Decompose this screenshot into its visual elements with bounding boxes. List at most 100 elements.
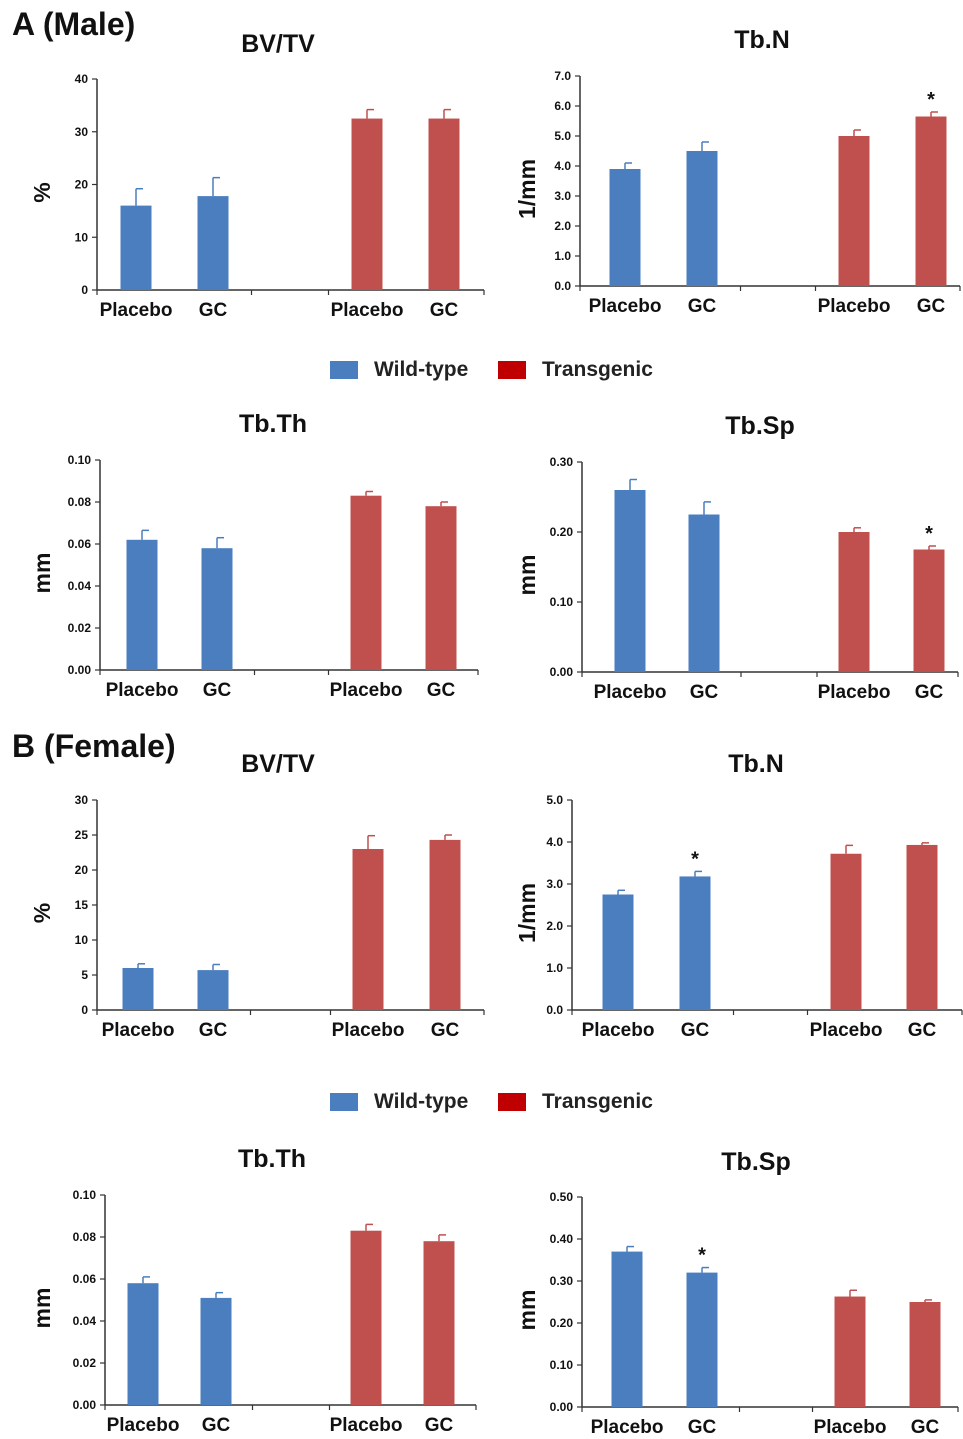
bar (120, 205, 152, 290)
y-tick-label: 0.00 (550, 1400, 574, 1414)
x-category-label: Placebo (102, 1020, 175, 1041)
bar (906, 844, 938, 1010)
x-category-label: GC (917, 296, 946, 317)
y-tick-label: 2.0 (546, 919, 563, 933)
legend-entry-transgenic: Transgenic (498, 1090, 653, 1114)
bar (915, 116, 947, 286)
section-label-female: B (Female) (12, 728, 176, 764)
x-category-label: Placebo (106, 680, 179, 701)
y-tick-label: 0.10 (73, 1188, 97, 1202)
x-category-label: GC (688, 1417, 717, 1438)
x-category-label: GC (690, 682, 719, 703)
y-tick-label: 0 (81, 1003, 88, 1017)
x-category-label: Placebo (332, 1020, 405, 1041)
y-tick-label: 0.20 (550, 525, 574, 539)
y-tick-label: 3.0 (546, 877, 563, 891)
y-tick-label: 0.08 (68, 495, 92, 509)
x-category-label: Placebo (818, 296, 891, 317)
bar (909, 1302, 941, 1407)
legend-swatch-wild-type (330, 1093, 358, 1111)
bar (127, 1283, 159, 1405)
y-tick-label: 10 (75, 933, 89, 947)
y-tick-label: 40 (75, 72, 89, 86)
legend-female: Wild-type Transgenic (330, 1090, 730, 1120)
y-tick-label: 4.0 (546, 835, 563, 849)
legend-label-wild-type: Wild-type (374, 1090, 469, 1113)
y-tick-label: 4.0 (554, 159, 571, 173)
legend-swatch-transgenic (498, 1093, 526, 1111)
y-tick-label: 20 (75, 863, 89, 877)
x-category-label: Placebo (589, 296, 662, 317)
y-axis-label: % (29, 903, 55, 923)
chart-title: Tb.N (734, 26, 790, 54)
y-tick-label: 30 (75, 125, 89, 139)
y-tick-label: 1.0 (546, 961, 563, 975)
x-category-label: GC (199, 1020, 228, 1041)
section-label-male: A (Male) (12, 6, 136, 42)
y-tick-label: 10 (75, 230, 89, 244)
legend-entry-transgenic: Transgenic (498, 358, 653, 382)
y-axis-label: mm (29, 1288, 55, 1329)
y-tick-label: 0.30 (550, 455, 574, 469)
significance-marker: * (698, 1245, 706, 1267)
x-category-label: Placebo (100, 300, 173, 321)
y-tick-label: 20 (75, 178, 89, 192)
y-tick-label: 30 (75, 793, 89, 807)
y-tick-label: 5.0 (546, 793, 563, 807)
y-tick-label: 0.02 (73, 1356, 97, 1370)
chart-title: BV/TV (241, 750, 315, 778)
y-tick-label: 0.00 (550, 665, 574, 679)
bar (126, 539, 158, 670)
chart-title: BV/TV (241, 30, 315, 58)
y-tick-label: 0.10 (550, 595, 574, 609)
y-tick-label: 0.02 (68, 621, 92, 635)
x-category-label: GC (425, 1415, 454, 1436)
y-tick-label: 5.0 (554, 129, 571, 143)
y-tick-label: 0.0 (546, 1003, 563, 1017)
bar (913, 549, 945, 672)
legend-entry-wild-type: Wild-type (330, 1090, 468, 1114)
x-category-label: GC (202, 1415, 231, 1436)
bar (609, 169, 641, 286)
bar (122, 968, 154, 1010)
y-tick-label: 0.00 (68, 663, 92, 677)
y-tick-label: 3.0 (554, 189, 571, 203)
significance-marker: * (925, 523, 933, 545)
bar (838, 136, 870, 286)
bar (197, 196, 229, 290)
x-category-label: Placebo (591, 1417, 664, 1438)
x-category-label: GC (908, 1020, 937, 1041)
y-tick-label: 6.0 (554, 99, 571, 113)
legend-label-transgenic: Transgenic (542, 358, 653, 381)
x-category-label: GC (911, 1417, 940, 1438)
bar (679, 876, 711, 1010)
y-tick-label: 0.20 (550, 1316, 574, 1330)
y-tick-label: 0.06 (73, 1272, 97, 1286)
y-tick-label: 1.0 (554, 249, 571, 263)
y-tick-label: 5 (81, 968, 88, 982)
x-category-label: Placebo (818, 682, 891, 703)
bar (428, 118, 460, 290)
x-category-label: Placebo (814, 1417, 887, 1438)
x-category-label: GC (199, 300, 228, 321)
y-axis-label: 1/mm (514, 159, 540, 219)
bar (197, 970, 229, 1010)
x-category-label: Placebo (330, 1415, 403, 1436)
bar (834, 1296, 866, 1407)
y-axis-label: mm (514, 555, 540, 596)
x-category-label: Placebo (107, 1415, 180, 1436)
legend-label-wild-type: Wild-type (374, 358, 469, 381)
y-tick-label: 0.30 (550, 1274, 574, 1288)
x-category-label: Placebo (330, 680, 403, 701)
x-category-label: GC (915, 682, 944, 703)
x-category-label: Placebo (810, 1020, 883, 1041)
bar (423, 1241, 455, 1405)
legend-swatch-wild-type (330, 361, 358, 379)
y-axis-label: % (29, 182, 55, 202)
chart-title: Tb.Sp (721, 1148, 790, 1176)
legend-entry-wild-type: Wild-type (330, 358, 468, 382)
bar (686, 151, 718, 286)
y-tick-label: 0.10 (550, 1358, 574, 1372)
y-tick-label: 0.00 (73, 1398, 97, 1412)
